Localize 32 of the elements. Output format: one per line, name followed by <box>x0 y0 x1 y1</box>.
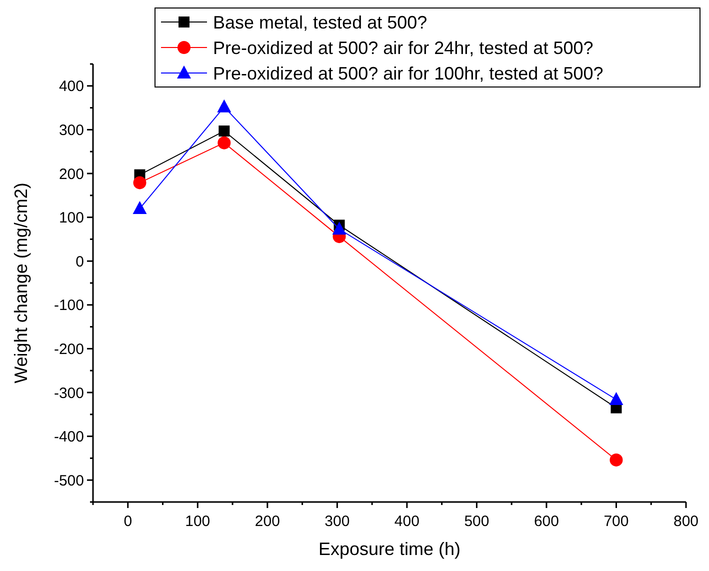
x-tick-label: 200 <box>254 513 280 530</box>
x-tick-label: 400 <box>394 513 420 530</box>
y-tick-label: -200 <box>54 340 84 358</box>
x-axis-title: Exposure time (h) <box>318 539 461 559</box>
x-tick-label: 500 <box>464 513 490 530</box>
point <box>218 136 231 150</box>
y-tick-label: 200 <box>58 166 84 183</box>
x-tick-label: 300 <box>324 513 350 530</box>
y-tick-label: 400 <box>58 78 84 96</box>
y-tick-label: 300 <box>58 122 84 139</box>
y-tick-label: 0 <box>76 253 84 270</box>
x-tick-label: 0 <box>124 513 132 530</box>
y-tick-label: -300 <box>54 384 84 402</box>
legend-label: Pre-oxidized at 500? air for 100hr, tested at 500? <box>213 63 604 84</box>
point <box>610 453 623 466</box>
x-tick-label: 100 <box>185 513 210 530</box>
y-tick-label: -400 <box>54 428 84 446</box>
point <box>332 222 346 235</box>
point <box>218 126 230 137</box>
x-tick-label: 700 <box>604 513 629 530</box>
x-tick-label: 800 <box>673 513 699 530</box>
legend-label: Pre-oxidized at 500? air for 24hr, tested at 500? <box>213 38 594 58</box>
x-tick-label: 600 <box>534 513 559 530</box>
point <box>609 392 624 406</box>
point <box>133 176 146 190</box>
y-tick-label: 100 <box>58 210 84 227</box>
y-tick-label: -500 <box>54 472 84 490</box>
point <box>217 99 232 112</box>
y-tick-label: -100 <box>54 297 84 314</box>
legend-label: Base metal, tested at 500? <box>213 12 428 32</box>
y-axis-title: Weight change (mg/cm2) <box>11 182 31 384</box>
point <box>132 201 147 214</box>
